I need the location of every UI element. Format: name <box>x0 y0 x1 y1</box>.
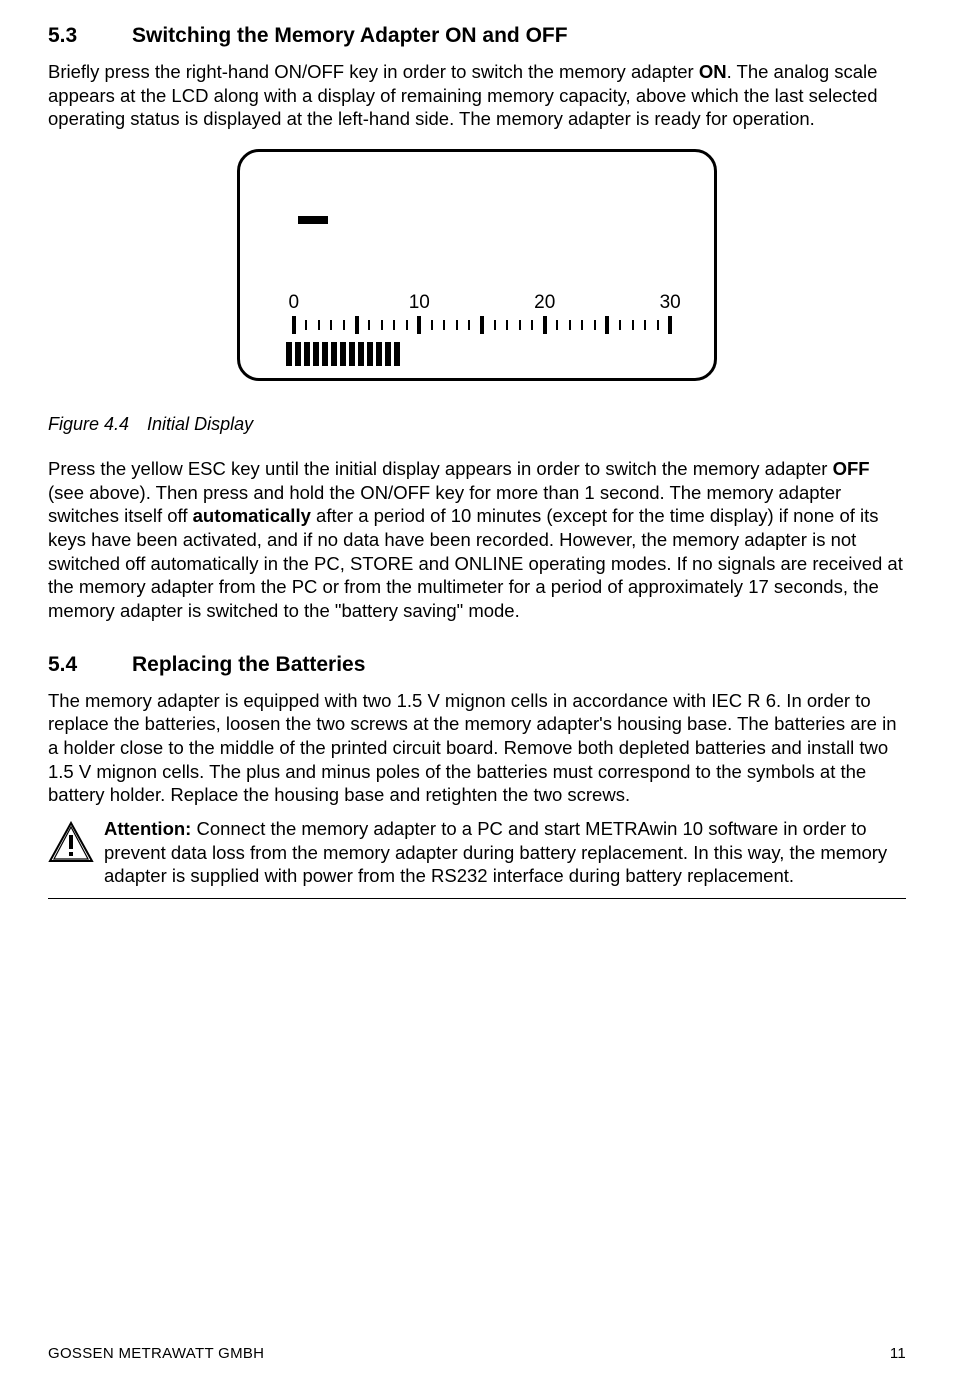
minor-tick <box>330 320 332 330</box>
ruler-ticks <box>286 316 678 340</box>
major-tick <box>480 316 484 334</box>
fill-bar <box>295 342 301 366</box>
minor-tick <box>381 320 383 330</box>
tick-label: 30 <box>660 292 681 314</box>
minor-tick <box>443 320 445 330</box>
minor-tick <box>657 320 659 330</box>
minor-tick <box>406 320 408 330</box>
figure-caption: Figure 4.4 Initial Display <box>48 414 906 435</box>
major-tick <box>543 316 547 334</box>
section-5-3-para2: Press the yellow ESC key until the initi… <box>48 457 906 623</box>
major-tick <box>355 316 359 334</box>
fill-bar <box>331 342 337 366</box>
page-footer: GOSSEN METRAWATT GMBH 11 <box>48 1345 906 1362</box>
fill-bar <box>367 342 373 366</box>
fill-bar <box>286 342 292 366</box>
section-5-4-para: The memory adapter is equipped with two … <box>48 689 906 807</box>
footer-left: GOSSEN METRAWATT GMBH <box>48 1345 264 1362</box>
fill-bar <box>304 342 310 366</box>
minor-tick <box>581 320 583 330</box>
minor-tick <box>343 320 345 330</box>
minor-tick <box>368 320 370 330</box>
fill-bar <box>322 342 328 366</box>
lcd-display: 0 10 20 30 <box>237 149 717 381</box>
fill-bar <box>385 342 391 366</box>
figure-label: Figure 4.4 <box>48 414 129 435</box>
major-tick <box>417 316 421 334</box>
section-5-3-number: 5.3 <box>48 24 132 48</box>
section-5-4-number: 5.4 <box>48 653 132 677</box>
minor-tick <box>619 320 621 330</box>
lcd-figure: 0 10 20 30 <box>48 149 906 386</box>
figure-caption-text: Initial Display <box>147 414 253 434</box>
minor-tick <box>569 320 571 330</box>
minor-tick <box>494 320 496 330</box>
minor-tick <box>556 320 558 330</box>
section-5-3-para1: Briefly press the right-hand ON/OFF key … <box>48 60 906 131</box>
footer-page-number: 11 <box>890 1345 906 1362</box>
attention-note: Attention: Connect the memory adapter to… <box>48 817 906 899</box>
fill-bar <box>340 342 346 366</box>
attention-label: Attention: <box>104 818 191 839</box>
fill-bar <box>394 342 400 366</box>
attention-text: Attention: Connect the memory adapter to… <box>104 817 906 888</box>
tick-label: 20 <box>534 292 555 314</box>
major-tick <box>292 316 296 334</box>
section-5-3-heading: 5.3Switching the Memory Adapter ON and O… <box>48 24 906 48</box>
section-5-4-heading: 5.4Replacing the Batteries <box>48 653 906 677</box>
fill-bar <box>349 342 355 366</box>
warning-icon <box>48 817 104 868</box>
major-tick <box>668 316 672 334</box>
minor-tick <box>506 320 508 330</box>
minor-tick <box>632 320 634 330</box>
minor-tick <box>393 320 395 330</box>
off-word: OFF <box>833 458 870 479</box>
major-tick <box>605 316 609 334</box>
minor-tick <box>468 320 470 330</box>
para1-pre: Briefly press the right-hand ON/OFF key … <box>48 61 699 82</box>
filled-bars <box>286 342 678 368</box>
minor-tick <box>644 320 646 330</box>
minor-tick <box>456 320 458 330</box>
p2-pre: Press the yellow ESC key until the initi… <box>48 458 833 479</box>
on-word: ON <box>699 61 727 82</box>
section-5-3-title: Switching the Memory Adapter ON and OFF <box>132 24 568 47</box>
fill-bar <box>376 342 382 366</box>
scale-area: 0 10 20 30 <box>286 292 678 368</box>
fill-bar <box>313 342 319 366</box>
minor-tick <box>305 320 307 330</box>
minor-tick <box>519 320 521 330</box>
minus-indicator <box>298 216 328 224</box>
fill-bar <box>358 342 364 366</box>
tick-label: 0 <box>289 292 300 314</box>
section-5-4-title: Replacing the Batteries <box>132 653 365 676</box>
minor-tick <box>531 320 533 330</box>
tick-numbers: 0 10 20 30 <box>286 292 678 314</box>
auto-word: automatically <box>193 505 311 526</box>
minor-tick <box>594 320 596 330</box>
minor-tick <box>431 320 433 330</box>
attention-body: Connect the memory adapter to a PC and s… <box>104 818 887 886</box>
minor-tick <box>318 320 320 330</box>
tick-label: 10 <box>409 292 430 314</box>
